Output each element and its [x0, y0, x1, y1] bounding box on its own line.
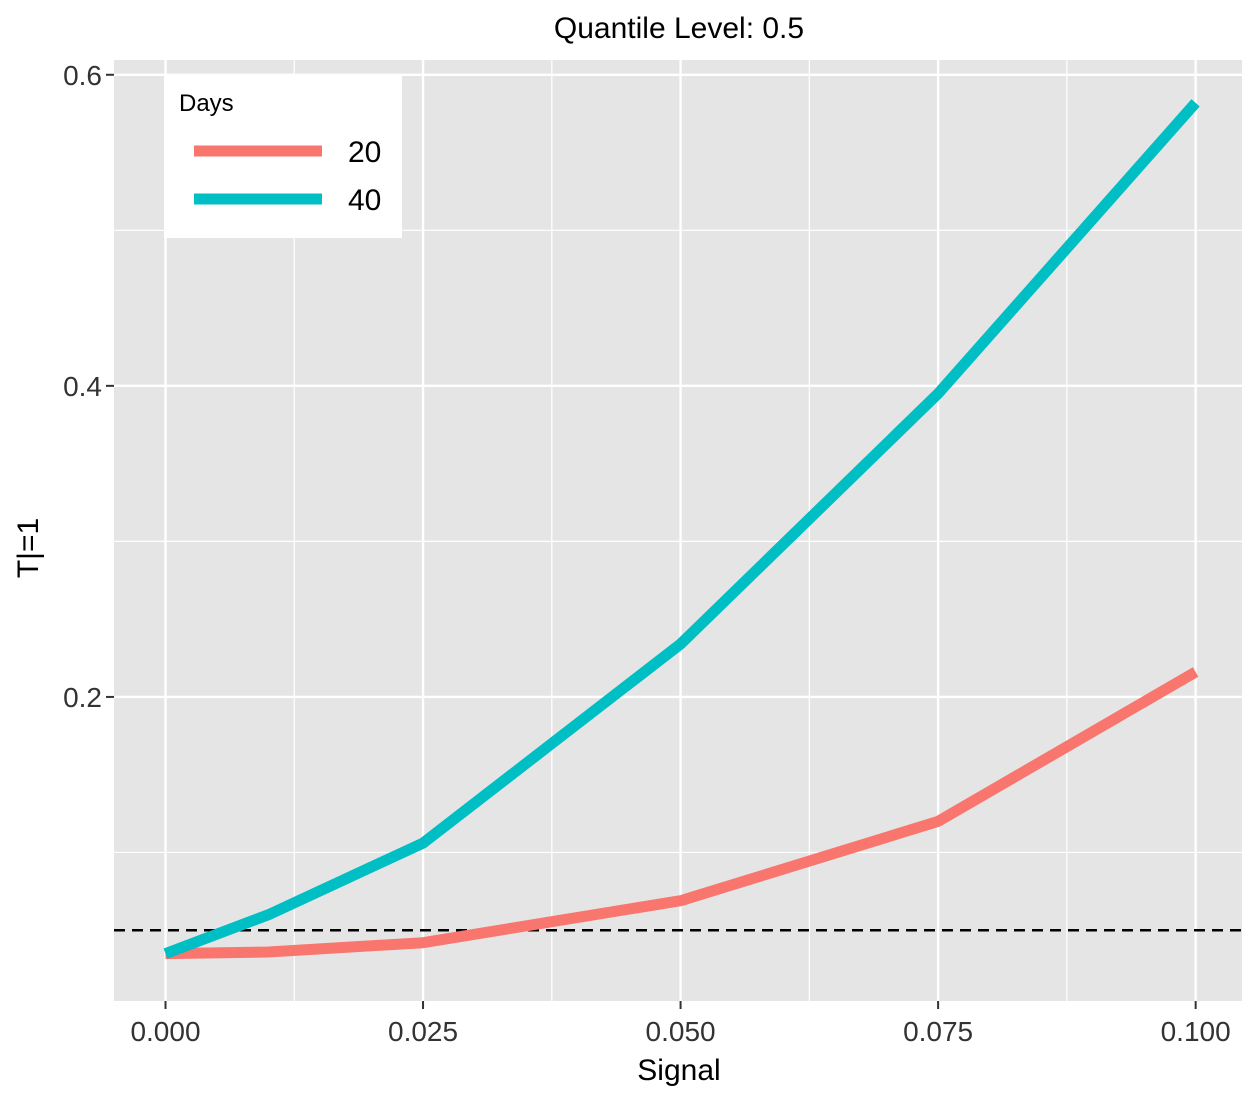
x-tick-label: 0.025	[388, 1016, 458, 1047]
legend: Days 20 40	[164, 74, 402, 238]
series-line-40	[163, 99, 1200, 959]
y-tick-label: 0.2	[63, 682, 102, 713]
x-tick-label: 0.050	[646, 1016, 716, 1047]
x-tick-label: 0.000	[130, 1016, 200, 1047]
chart-title: Quantile Level: 0.5	[554, 12, 804, 45]
y-axis: 0.2 0.4 0.6	[63, 60, 114, 713]
series-lines	[163, 99, 1200, 960]
x-tick-label: 0.100	[1161, 1016, 1231, 1047]
x-axis: 0.000 0.025 0.050 0.075 0.100	[130, 1001, 1231, 1047]
x-axis-title: Signal	[637, 1054, 720, 1087]
legend-label-20: 20	[348, 136, 381, 169]
x-tick-label: 0.075	[903, 1016, 973, 1047]
y-tick-label: 0.4	[63, 371, 102, 402]
legend-title: Days	[179, 90, 234, 117]
legend-label-40: 40	[348, 184, 381, 217]
y-tick-label: 0.6	[63, 60, 102, 91]
y-axis-title: T|=1	[12, 518, 45, 578]
series-line-20	[165, 667, 1199, 960]
